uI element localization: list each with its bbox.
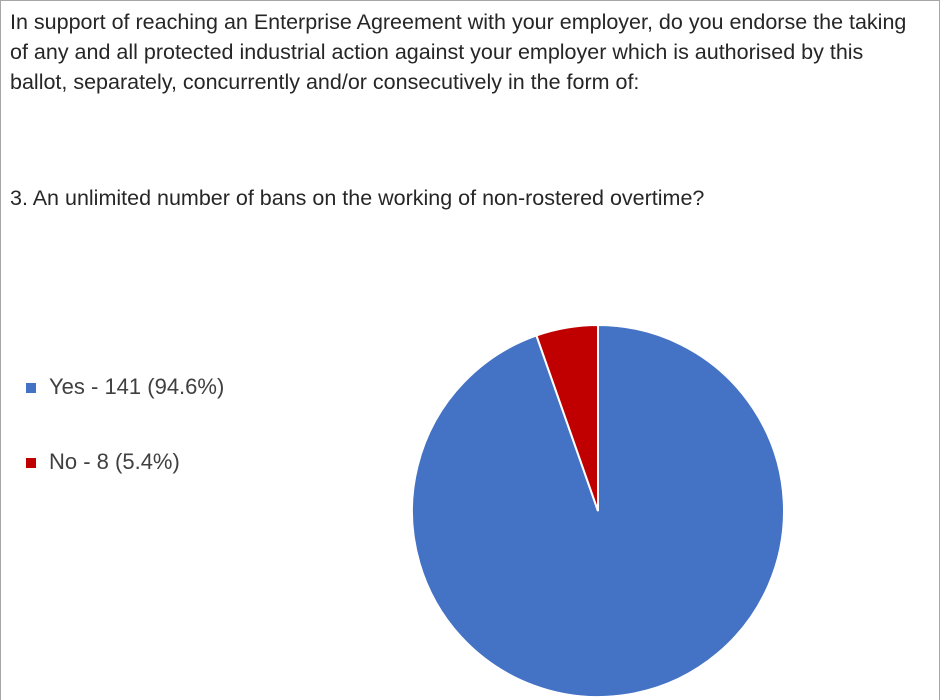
legend-label: No - 8 (5.4%) <box>49 449 180 474</box>
legend-swatch <box>26 458 36 468</box>
pie-slice <box>535 323 599 512</box>
legend-label: Yes - 141 (94.6%) <box>49 374 224 399</box>
legend-swatch <box>26 383 36 393</box>
question-item: 3. An unlimited number of bans on the wo… <box>10 186 705 210</box>
question-text: In support of reaching an Enterprise Agr… <box>10 10 907 94</box>
